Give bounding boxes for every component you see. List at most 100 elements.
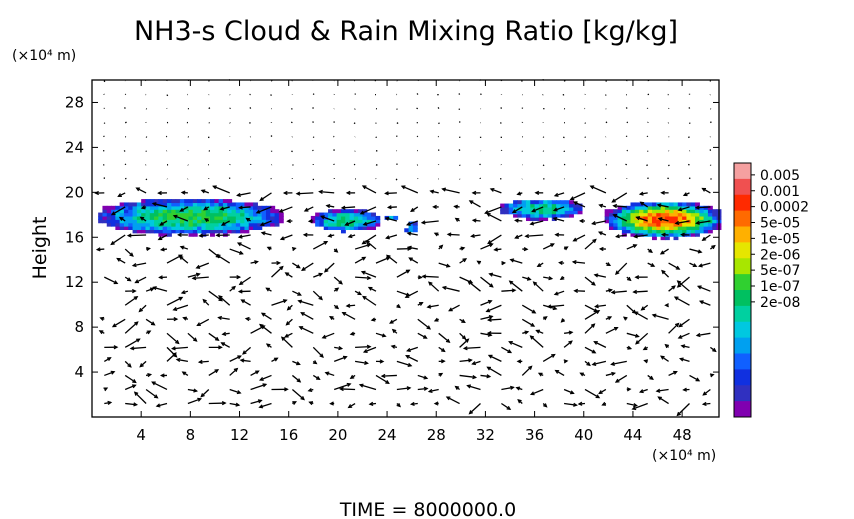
wind-arrow <box>487 234 502 244</box>
cloud-cell <box>136 209 142 214</box>
wind-arrowhead <box>113 280 119 285</box>
wind-arrowhead <box>280 336 286 341</box>
x-tick-label: 40 <box>574 426 593 444</box>
cloud-cell <box>699 215 705 220</box>
cloud-cell <box>175 222 181 227</box>
x-tick-label: 8 <box>186 426 196 444</box>
wind-arrowhead <box>598 390 603 395</box>
cloud-cell <box>651 202 657 207</box>
cloud-cell <box>647 222 653 227</box>
cloud-cell <box>345 226 351 231</box>
cloud-cell <box>682 226 688 231</box>
wind-vector-field <box>94 79 717 417</box>
cloud-cell <box>278 219 284 224</box>
cloud-cell <box>115 226 121 231</box>
cloud-cell <box>538 217 544 222</box>
wind-arrowhead <box>441 347 446 353</box>
wind-arrowhead <box>426 304 432 309</box>
wind-arrowhead <box>529 335 535 340</box>
cloud-cell <box>647 229 653 234</box>
cloud-cell <box>677 226 683 231</box>
cloud-cell <box>192 202 198 207</box>
cloud-cell <box>248 219 254 224</box>
cloud-cell <box>227 229 233 234</box>
wind-arrowhead <box>134 321 139 326</box>
cloud-cell <box>205 226 211 231</box>
wind-arrow <box>360 206 377 215</box>
wind-arrow <box>409 257 419 264</box>
wind-arrow <box>218 295 231 306</box>
wind-arrowhead <box>454 217 460 222</box>
cloud-cell <box>158 202 164 207</box>
wind-arrow <box>658 396 669 405</box>
cloud-cell <box>673 209 679 214</box>
wind-arrowhead <box>471 218 477 223</box>
wind-arrow <box>312 290 323 300</box>
wind-arrowhead <box>671 285 676 290</box>
wind-arrow <box>151 381 168 391</box>
cloud-cell <box>115 205 121 210</box>
cloud-cell <box>188 212 194 217</box>
cloud-cell <box>235 226 241 231</box>
wind-arrowhead <box>595 394 601 399</box>
wind-arrowhead <box>511 288 517 293</box>
wind-arrow <box>375 332 386 337</box>
cloud-cell <box>253 219 258 224</box>
wind-arrowhead <box>217 315 223 321</box>
wind-arrow <box>237 192 251 197</box>
wind-arrow <box>124 384 136 391</box>
wind-arrowhead <box>238 205 243 210</box>
wind-arrowhead <box>385 379 390 384</box>
wind-arrowhead <box>260 231 266 236</box>
cloud-cell <box>253 215 258 220</box>
cloud-cell <box>604 209 610 214</box>
wind-arrow <box>611 360 627 366</box>
cloud-cell <box>227 212 233 217</box>
cloud-cell <box>551 213 557 218</box>
cloud-cell <box>235 222 241 227</box>
cloud-cell <box>362 209 368 214</box>
cloud-cell <box>500 210 506 215</box>
wind-arrowhead <box>237 289 243 294</box>
wind-arrowhead <box>515 386 521 391</box>
wind-arrowhead <box>284 387 289 392</box>
wind-arrow <box>553 217 565 222</box>
cloud-cell <box>201 202 207 207</box>
cloud-cell <box>656 205 662 210</box>
wind-arrow <box>192 276 209 280</box>
cloud-cell <box>323 226 329 231</box>
wind-arrow <box>313 273 323 278</box>
wind-arrowhead <box>273 357 279 362</box>
wind-arrowhead <box>279 265 284 271</box>
cloud-cell <box>686 205 692 210</box>
wind-arrowhead <box>296 378 302 383</box>
wind-arrowhead <box>214 369 220 374</box>
cloud-cell <box>201 209 207 214</box>
wind-arrowhead <box>524 330 530 335</box>
wind-arrow <box>530 220 544 225</box>
wind-arrowhead <box>99 316 105 321</box>
cloud-cell <box>231 205 237 210</box>
cloud-cell <box>166 215 172 220</box>
wind-arrowhead <box>147 372 153 378</box>
cloud-cell <box>573 206 579 211</box>
wind-arrowhead <box>360 270 366 275</box>
cloud-cell <box>158 229 164 234</box>
wind-arrow <box>199 360 209 363</box>
wind-arrowhead <box>318 272 324 277</box>
cloud-cell <box>214 205 220 210</box>
cloud-cell <box>253 222 258 227</box>
wind-arrow <box>353 122 356 125</box>
cloud-cell <box>639 212 644 217</box>
wind-arrow <box>509 280 523 292</box>
cloud-cell <box>695 212 700 217</box>
cloud-cell <box>500 203 506 208</box>
cloud-cell <box>353 209 359 214</box>
wind-arrowhead <box>417 275 423 280</box>
wind-arrowhead <box>677 207 683 212</box>
wind-arrowhead <box>694 205 700 210</box>
wind-arrowhead <box>284 333 289 338</box>
cloud-cell <box>707 209 713 214</box>
wind-arrow <box>542 136 545 138</box>
